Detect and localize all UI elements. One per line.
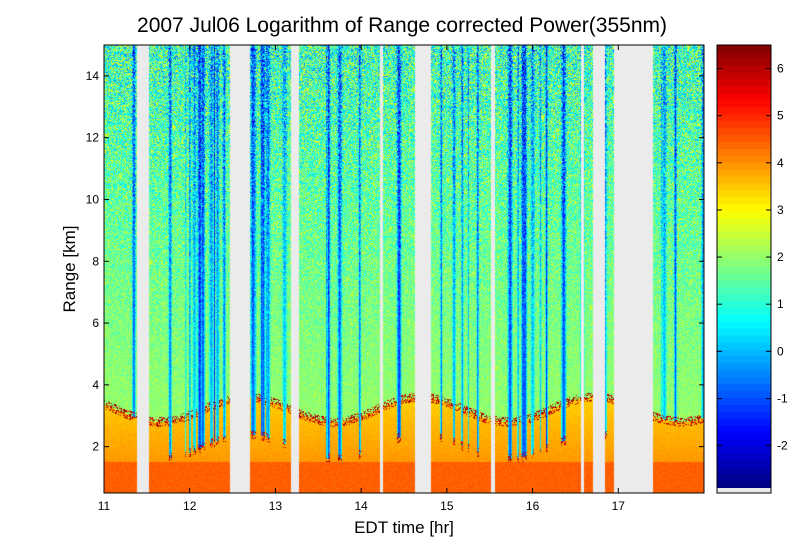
colorbar-swatch <box>717 453 771 461</box>
colorbar-swatch <box>717 314 771 323</box>
y-axis: 2 4 6 8 10 12 14 <box>86 69 704 454</box>
colorbar-swatch <box>717 432 771 441</box>
colorbar-swatch <box>717 460 771 468</box>
y-tick-label: 8 <box>92 254 99 268</box>
x-tick-label: 13 <box>269 499 283 513</box>
colorbar-tick-label: -1 <box>777 391 788 405</box>
colorbar: -2 -1 0 1 2 3 4 5 6 <box>716 44 788 494</box>
colorbar-swatch <box>717 176 771 185</box>
x-axis: 11 12 13 14 15 16 17 <box>98 45 626 513</box>
x-tick-label: 11 <box>98 499 111 513</box>
colorbar-swatch <box>717 370 771 378</box>
x-tick-label: 16 <box>526 499 540 513</box>
colorbar-swatch <box>717 252 771 261</box>
colorbar-swatch <box>717 391 771 399</box>
heatmap-image <box>104 45 704 493</box>
chart-title: 2007 Jul06 Logarithm of Range corrected … <box>137 14 667 37</box>
colorbar-swatch <box>717 398 771 406</box>
colorbar-swatch <box>717 183 771 191</box>
colorbar-swatch <box>717 134 771 143</box>
colorbar-swatch <box>717 425 771 434</box>
y-tick-label: 6 <box>92 316 99 330</box>
colorbar-tick-label: 2 <box>777 250 784 264</box>
y-tick-label: 14 <box>86 69 100 83</box>
colorbar-swatch <box>717 328 771 337</box>
plot-frame <box>103 44 705 494</box>
colorbar-tick-label: 4 <box>777 156 784 170</box>
colorbar-swatch <box>717 301 771 309</box>
colorbar-swatch <box>717 294 771 302</box>
colorbar-swatch <box>717 335 771 344</box>
colorbar-swatch <box>717 439 771 448</box>
colorbar-swatch <box>717 100 771 108</box>
x-axis-label: EDT time [hr] <box>354 518 454 537</box>
colorbar-swatch <box>717 224 771 233</box>
colorbar-swatch <box>717 51 771 60</box>
colorbar-swatch <box>717 211 771 219</box>
colorbar-swatch <box>717 259 771 268</box>
colorbar-swatch <box>717 218 771 226</box>
colorbar-swatch <box>717 384 771 392</box>
colorbar-swatch <box>717 231 771 240</box>
colorbar-swatch <box>717 169 771 178</box>
colorbar-swatch <box>717 45 771 53</box>
colorbar-swatch <box>717 308 771 316</box>
colorbar-tick-label: 5 <box>777 109 784 123</box>
colorbar-frame <box>716 44 772 494</box>
colorbar-swatch <box>717 363 771 371</box>
x-tick-label: 14 <box>354 499 368 513</box>
y-tick-label: 4 <box>92 378 99 392</box>
colorbar-swatch <box>717 148 771 157</box>
colorbar-tick-label: 3 <box>777 203 784 217</box>
colorbar-swatch <box>717 190 771 198</box>
colorbar-swatch <box>717 280 771 288</box>
colorbar-nodata-swatch <box>717 488 771 493</box>
colorbar-swatch <box>717 65 771 74</box>
colorbar-tick-label: 0 <box>777 344 784 358</box>
colorbar-tick-label: 6 <box>777 62 784 76</box>
colorbar-swatch <box>717 93 771 101</box>
colorbar-swatch <box>717 107 771 115</box>
colorbar-swatch <box>717 273 771 281</box>
colorbar-swatch <box>717 155 771 164</box>
colorbar-swatch <box>717 204 771 212</box>
colorbar-swatch <box>717 121 771 129</box>
colorbar-swatch <box>717 266 771 275</box>
colorbar-swatch <box>717 79 771 88</box>
colorbar-swatch <box>717 72 771 81</box>
x-tick-label: 15 <box>440 499 454 513</box>
colorbar-swatch <box>717 238 771 247</box>
colorbar-swatch <box>717 197 771 205</box>
colorbar-swatch <box>717 356 771 365</box>
x-tick-label: 17 <box>612 499 626 513</box>
colorbar-swatch <box>717 86 771 95</box>
colorbar-swatch <box>717 446 771 454</box>
colorbar-swatch <box>717 411 771 420</box>
colorbar-swatch <box>717 474 771 482</box>
colorbar-swatch <box>717 321 771 330</box>
x-tick-label: 12 <box>183 499 197 513</box>
colorbar-tick-label: 1 <box>777 297 784 311</box>
colorbar-swatch <box>717 418 771 427</box>
colorbar-swatch <box>717 128 771 136</box>
colorbar-swatch <box>717 287 771 295</box>
heatmap-plot <box>104 45 704 493</box>
colorbar-tick-label: -2 <box>777 439 788 453</box>
colorbar-swatch <box>717 245 771 254</box>
colorbar-swatch <box>717 162 771 171</box>
colorbar-swatch <box>717 377 771 385</box>
y-tick-label: 12 <box>86 131 100 145</box>
colorbar-swatch <box>717 114 771 122</box>
y-axis-label: Range [km] <box>60 226 79 313</box>
colorbar-swatch <box>717 342 771 351</box>
colorbar-swatch <box>717 404 771 413</box>
colorbar-swatch <box>717 141 771 150</box>
colorbar-swatch <box>717 58 771 67</box>
colorbar-swatch <box>717 481 771 489</box>
y-tick-label: 10 <box>86 192 100 206</box>
colorbar-swatch <box>717 349 771 358</box>
colorbar-swatch <box>717 467 771 475</box>
y-tick-label: 2 <box>92 440 99 454</box>
